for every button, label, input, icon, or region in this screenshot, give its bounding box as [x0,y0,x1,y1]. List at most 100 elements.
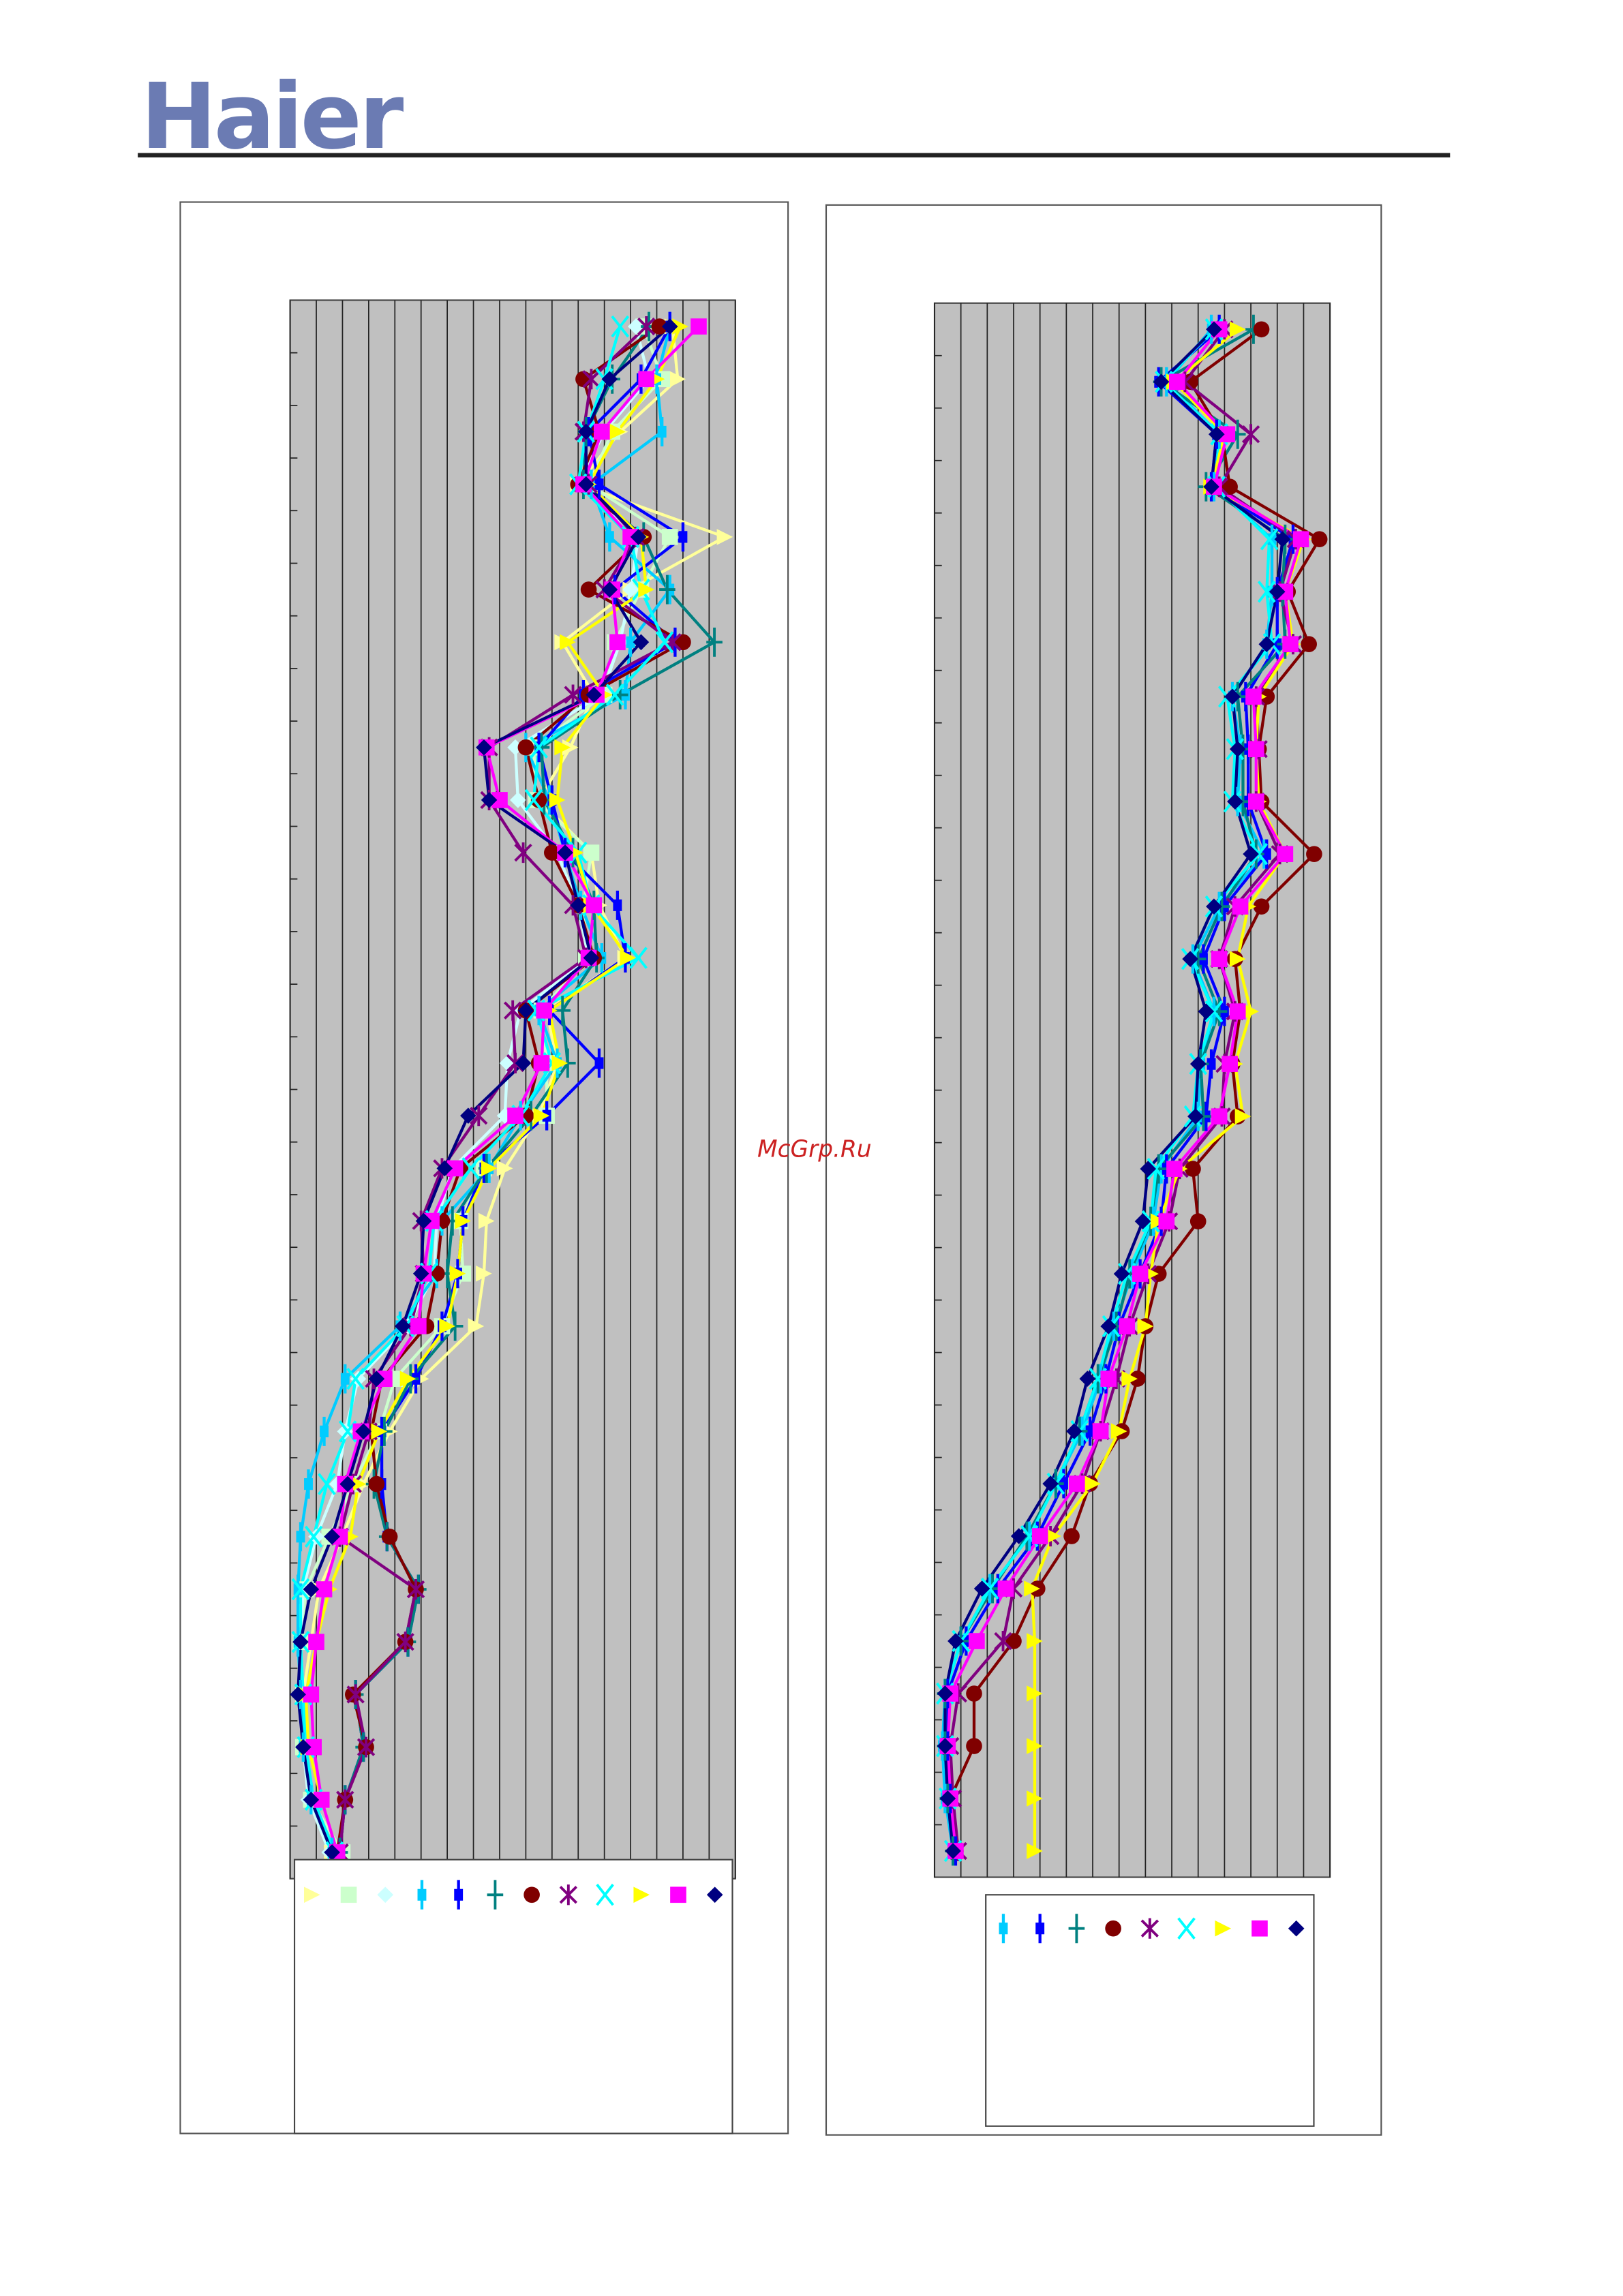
marker [1253,321,1270,338]
marker [609,423,626,440]
marker [1288,1920,1305,1937]
marker [973,1580,990,1597]
marker [651,318,668,335]
marker [344,1686,361,1703]
marker [1068,1914,1085,1944]
marker [324,1528,340,1545]
marker [517,739,534,756]
marker [1140,1161,1157,1177]
marker [1203,478,1219,495]
series-line [299,326,667,1853]
marker [470,1105,488,1127]
marker [1227,793,1243,810]
marker [1084,1475,1101,1492]
marker [1158,1213,1175,1229]
marker [313,1792,330,1808]
marker [368,1371,385,1388]
marker [620,949,637,966]
marker [339,1475,356,1493]
marker [1247,741,1264,758]
marker [1027,1843,1043,1859]
line-chart [933,302,1331,2127]
marker [530,792,547,808]
marker [350,1371,367,1388]
marker [350,1475,367,1493]
marker [716,529,733,545]
marker [1092,1423,1109,1439]
marker [318,1473,336,1495]
marker [675,634,691,651]
marker [304,1469,313,1499]
marker [1177,1917,1196,1940]
marker [1185,1161,1201,1177]
marker [308,1634,324,1651]
marker [1282,636,1299,653]
marker [533,1055,550,1071]
marker [575,371,592,388]
marker [533,1107,550,1124]
marker [346,1684,365,1705]
marker [706,627,723,657]
marker [336,1789,354,1810]
marker [461,1157,481,1180]
marker [346,1367,365,1390]
marker [468,1318,485,1334]
marker [994,1630,1012,1652]
marker [549,792,566,808]
marker [661,318,678,335]
marker [638,581,654,598]
marker [487,1880,504,1910]
marker [937,1685,954,1702]
marker [1245,688,1262,705]
marker [937,1738,954,1754]
marker [557,844,573,861]
marker [638,371,654,388]
marker [1206,898,1222,915]
marker [609,634,626,651]
marker [672,318,688,335]
marker [340,1886,357,1903]
marker [304,1886,320,1903]
marker [1140,1918,1159,1939]
marker [439,1318,455,1334]
marker [1042,1475,1059,1492]
marker [627,318,644,335]
marker [524,1886,540,1903]
marker [1252,1920,1268,1937]
chart-frame [825,204,1382,2136]
marker [594,1048,604,1078]
marker [368,1475,385,1493]
marker [559,1884,578,1905]
marker [1100,1371,1117,1387]
marker [1215,1920,1232,1937]
marker [583,949,600,966]
marker [320,1416,329,1446]
marker [446,1160,464,1177]
marker [294,1739,312,1756]
marker [1113,1266,1130,1282]
marker [997,1580,1014,1597]
marker [554,739,571,756]
marker [969,1633,985,1649]
marker [947,1633,964,1649]
marker [1168,373,1185,391]
marker [460,1107,476,1124]
marker [293,1574,303,1604]
marker [1232,898,1249,915]
marker [601,581,618,598]
marker [594,423,610,440]
marker [399,1371,416,1388]
marker [966,1685,982,1702]
marker [629,947,648,969]
marker [510,792,526,808]
marker [1274,531,1291,548]
marker [1229,951,1246,967]
marker [577,476,594,493]
marker [303,1792,320,1808]
marker [999,1914,1008,1944]
marker [1066,1423,1082,1439]
marker [305,1739,322,1756]
marker [1211,951,1228,967]
marker [560,634,576,651]
